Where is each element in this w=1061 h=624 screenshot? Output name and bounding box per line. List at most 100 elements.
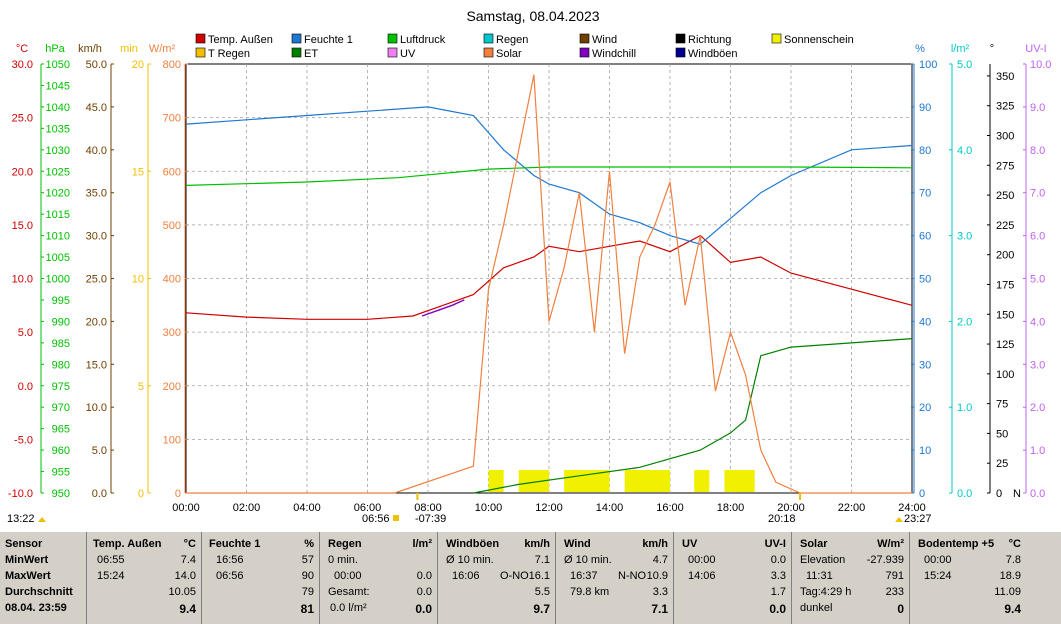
legend-label: Luftdruck: [400, 34, 446, 46]
feuchte-header: Feuchte 1: [209, 538, 261, 550]
regen-last: 0.0: [415, 602, 432, 616]
row-label-max: MaxWert: [5, 570, 51, 582]
solar-row1-value: -27.939: [866, 554, 904, 566]
feuchte-max-time: 06:56: [216, 570, 244, 582]
column-row-labels: Sensor MinWert MaxWert Durchschnitt 08.0…: [0, 532, 86, 624]
boden-min-value: 7.8: [1005, 554, 1021, 566]
temp-avg: 10.05: [168, 586, 196, 598]
right-axis-tick-label: 70: [919, 188, 931, 200]
left-axis-tick-label: 960: [52, 445, 70, 457]
left-axis-tick-label: 0.0: [92, 488, 107, 500]
right-axis-tick-label: 0.0: [957, 488, 972, 500]
boeen-row2-direction: O-NO: [500, 570, 529, 582]
left-axis-tick-label: 200: [163, 381, 181, 393]
boeen-row2-value: 16.1: [528, 570, 550, 582]
legend-label: UV: [400, 48, 416, 60]
marker-dawn-time: -07:39: [415, 513, 446, 525]
legend-label: Feuchte 1: [304, 34, 353, 46]
series-line: [185, 234, 913, 320]
left-axis-tick-label: 5: [138, 381, 144, 393]
right-axis-tick-label: 3.0: [957, 231, 972, 243]
left-axis-tick-label: 500: [163, 220, 181, 232]
right-axis-tick-label: 7.0: [1030, 188, 1045, 200]
left-axis-tick-label: 35.0: [86, 188, 107, 200]
left-axis-unit: °C: [16, 43, 28, 55]
left-axis-tick-label: 25.0: [12, 113, 33, 125]
legend-label: Sonnenschein: [784, 34, 854, 46]
regen-row1-label: 0 min.: [328, 554, 358, 566]
left-axis-tick-label: 0.0: [18, 381, 33, 393]
uv-max-time: 14:06: [688, 570, 716, 582]
right-axis-tick-label: 75: [996, 399, 1008, 411]
weather-chart: Samstag, 08.04.2023 Temp. Außen Feuchte 1…: [7, 8, 1052, 525]
left-axis-tick-label: -10.0: [8, 488, 33, 500]
left-axis-tick-label: 15: [132, 166, 144, 178]
legend-swatch: [387, 33, 398, 44]
left-axis-tick-label: 1025: [46, 166, 70, 178]
right-axis-tick-label: 100: [919, 59, 937, 71]
left-axis-tick-label: 970: [52, 402, 70, 414]
left-axis-tick-label: 1015: [46, 209, 70, 221]
left-axis-tick-label: 40.0: [86, 145, 107, 157]
right-axis-extra-label: N: [1013, 488, 1021, 500]
right-axis-tick-label: 4.0: [1030, 316, 1045, 328]
column-feuchte: Feuchte 1 % 16:56 57 06:56 90 79 81: [201, 532, 320, 624]
marker-left-time: 13:22: [7, 513, 35, 525]
feuchte-unit: %: [304, 538, 314, 550]
right-axis-tick-label: 50: [996, 428, 1008, 440]
series-line: [185, 166, 913, 186]
sonnenschein-bar: [488, 470, 504, 492]
column-uv: UV UV-I 00:00 0.0 14:06 3.3 1.7 0.0: [673, 532, 792, 624]
legend-swatch: [675, 33, 686, 44]
feuchte-last: 81: [300, 602, 314, 616]
left-axis-tick-label: 1005: [46, 252, 70, 264]
right-axis-tick-label: 350: [996, 71, 1014, 83]
column-regen: Regen l/m² 0 min. 00:00 0.0 Gesamt: 0.0 …: [319, 532, 438, 624]
regen-row3-value: 0.0: [416, 586, 432, 598]
wind-row2-value: 10.9: [646, 570, 668, 582]
time-markers: 13:22 06:56 -07:39 20:18 23:27: [7, 493, 932, 525]
row-label-min: MinWert: [5, 554, 49, 566]
x-tick-label: 08:00: [414, 502, 442, 514]
x-tick-label: 00:00: [172, 502, 200, 514]
column-bodentemp: Bodentemp +5 °C 00:00 7.8 15:24 18.9 11.…: [909, 532, 1027, 624]
wind-header: Wind: [564, 538, 591, 550]
feuchte-min-value: 57: [301, 554, 314, 566]
legend: Temp. Außen Feuchte 1 Luftdruck Regen Wind Ri…: [195, 33, 854, 60]
left-axis-tick-label: 955: [52, 467, 70, 479]
legend-swatch: [483, 33, 494, 44]
legend-label: Wind: [592, 34, 617, 46]
temp-header: Temp. Außen: [93, 538, 162, 550]
solar-row3-label: Tag:4:29 h: [800, 586, 852, 598]
right-axis-tick-label: 225: [996, 220, 1014, 232]
left-axis-tick-label: 10.0: [12, 274, 33, 286]
row-label-sensor: Sensor: [5, 538, 43, 550]
legend-label: Windchill: [592, 48, 636, 60]
right-axis-tick-label: 9.0: [1030, 102, 1045, 114]
right-axis-tick-label: 60: [919, 231, 931, 243]
legend-swatch: [291, 47, 302, 58]
x-tick-label: 02:00: [233, 502, 261, 514]
left-axis-tick-label: 20: [132, 59, 144, 71]
legend-swatch: [579, 33, 590, 44]
left-axis-tick-label: 1050: [46, 59, 70, 71]
chart-title: Samstag, 08.04.2023: [466, 8, 599, 24]
right-axis-tick-label: 25: [996, 458, 1008, 470]
solar-unit: W/m²: [877, 538, 904, 550]
series-line: [186, 74, 912, 494]
left-axis-tick-label: 100: [163, 434, 181, 446]
left-axis-tick-label: 1020: [46, 188, 70, 200]
boeen-unit: km/h: [524, 538, 550, 550]
left-axis-tick-label: 50.0: [86, 59, 107, 71]
marker-night-icon: [895, 517, 903, 522]
left-axis-tick-label: 965: [52, 424, 70, 436]
right-axis-tick-label: 175: [996, 279, 1014, 291]
column-temp: Temp. Außen °C 06:55 7.4 15:24 14.0 10.0…: [86, 532, 202, 624]
regen-row2-label: 00:00: [334, 570, 362, 582]
legend-label: Windböen: [688, 48, 738, 60]
summary-table: Sensor MinWert MaxWert Durchschnitt 08.0…: [0, 532, 1061, 624]
left-axis-tick-label: 25.0: [86, 274, 107, 286]
left-axis-tick-label: 700: [163, 113, 181, 125]
right-axis-tick-label: 8.0: [1030, 145, 1045, 157]
legend-swatch: [195, 47, 206, 58]
